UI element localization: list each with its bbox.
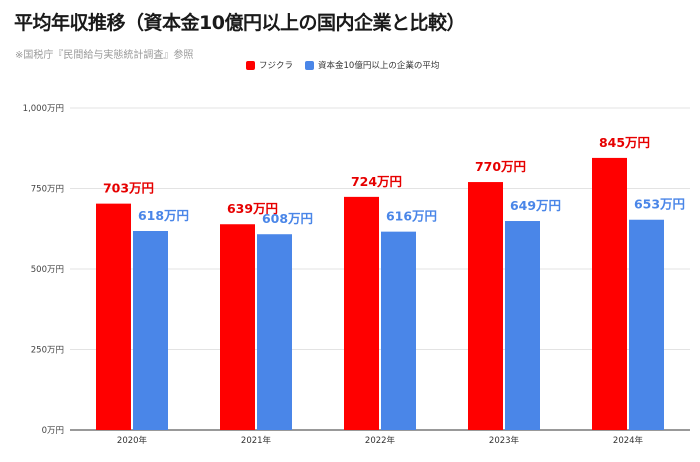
chart-title: 平均年収推移（資本金10億円以上の国内企業と比較） <box>14 12 465 34</box>
data-label-fujikura: 703万円 <box>103 181 154 196</box>
data-label-average: 616万円 <box>386 209 437 224</box>
bar-fujikura <box>592 157 627 430</box>
y-tick-label: 1,000万円 <box>23 104 64 114</box>
bar-fujikura <box>468 182 503 430</box>
legend-item-fujikura: フジクラ <box>246 59 293 71</box>
y-tick-label: 750万円 <box>31 185 64 195</box>
bar-fujikura <box>344 196 379 430</box>
legend-swatch-average <box>305 60 315 70</box>
x-tick-label: 2022年 <box>365 435 396 446</box>
bar-fujikura <box>220 224 255 430</box>
bar-fujikura <box>96 203 131 430</box>
bar-average <box>381 231 416 430</box>
y-tick-label: 0万円 <box>42 426 64 436</box>
data-label-fujikura: 724万円 <box>351 174 402 189</box>
bar-average <box>133 231 168 430</box>
data-label-fujikura: 845万円 <box>599 135 650 150</box>
x-tick-label: 2021年 <box>241 435 272 446</box>
legend-label-average: 資本金10億円以上の企業の平均 <box>318 61 440 71</box>
bar-average <box>629 219 664 430</box>
y-tick-label: 500万円 <box>31 265 64 275</box>
legend-swatch-fujikura <box>246 60 255 70</box>
data-label-average: 608万円 <box>262 211 313 226</box>
y-tick-label: 250万円 <box>31 346 64 356</box>
x-tick-label: 2020年 <box>117 435 148 446</box>
data-label-fujikura: 770万円 <box>475 159 526 174</box>
source-note: ※国税庁『民間給与実態統計調査』参照 <box>15 50 194 61</box>
bar-average <box>257 234 292 430</box>
x-tick-label: 2023年 <box>489 435 520 446</box>
data-label-fujikura: 639万円 <box>227 201 278 216</box>
data-label-average: 618万円 <box>138 208 189 223</box>
legend-item-average: 資本金10億円以上の企業の平均 <box>305 59 439 71</box>
data-label-average: 649万円 <box>510 198 561 213</box>
legend: フジクラ 資本金10億円以上の企業の平均 <box>246 59 439 71</box>
x-tick-label: 2024年 <box>613 435 644 446</box>
bar-average <box>505 221 540 430</box>
legend-label-fujikura: フジクラ <box>259 61 294 71</box>
data-label-average: 653万円 <box>634 197 685 212</box>
